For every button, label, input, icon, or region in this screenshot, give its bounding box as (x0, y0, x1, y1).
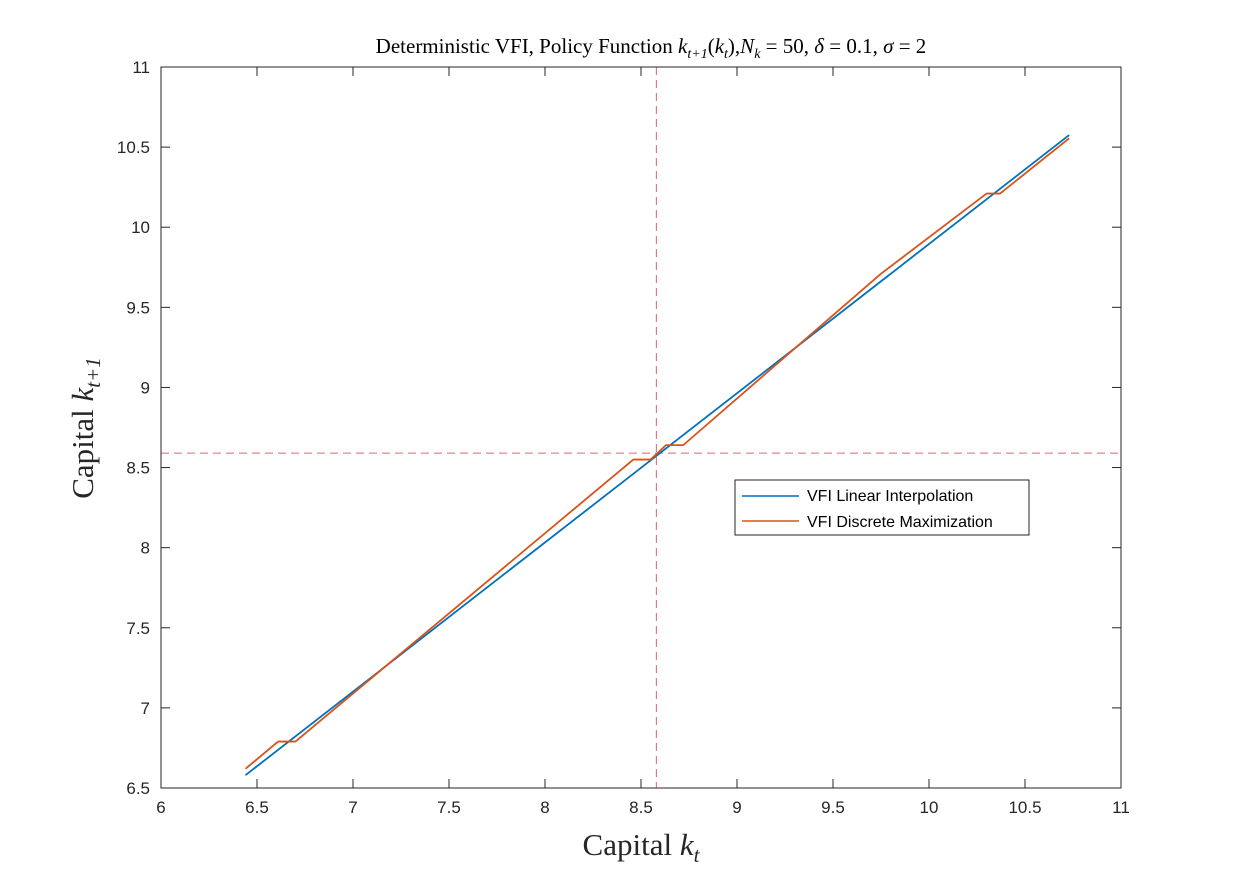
y-tick-label: 7.5 (126, 619, 150, 638)
x-axis-label: Capital kt (583, 827, 701, 867)
y-tick-label: 8 (141, 539, 150, 558)
legend-label-linear: VFI Linear Interpolation (807, 488, 973, 505)
x-tick-label: 8 (540, 798, 549, 817)
chart-title: Deterministic VFI, Policy Function kt+1(… (376, 34, 927, 62)
legend-label-discrete: VFI Discrete Maximization (807, 514, 993, 531)
y-tick-label: 6.5 (126, 779, 150, 798)
legend-box (734, 479, 1030, 536)
y-tick-label: 11 (132, 58, 150, 77)
x-tick-label: 10 (920, 798, 939, 817)
series-line-discrete-maximization (244, 137, 1070, 770)
y-tick-label: 9.5 (126, 298, 150, 317)
y-tick-label: 9 (141, 378, 150, 397)
x-tick-label: 9.5 (821, 798, 845, 817)
y-tick-label: 7 (141, 699, 150, 718)
x-tick-label: 11 (1112, 798, 1130, 817)
x-tick-label: 6 (156, 798, 165, 817)
series-lines (244, 134, 1070, 776)
y-tick-label: 10.5 (117, 138, 150, 157)
x-tick-label: 7.5 (437, 798, 461, 817)
x-tick-label: 8.5 (629, 798, 653, 817)
legend: VFI Linear Interpolation VFI Discrete Ma… (734, 479, 1030, 536)
plot-area (161, 67, 1121, 788)
y-axis-label: Capital kt+1 (65, 357, 105, 499)
y-tick-label: 8.5 (126, 459, 150, 478)
reference-lines (161, 67, 1121, 788)
x-tick-label: 10.5 (1008, 798, 1041, 817)
x-tick-label: 7 (348, 798, 357, 817)
y-tick-label: 10 (131, 218, 150, 237)
x-tick-label: 9 (732, 798, 741, 817)
x-tick-label: 6.5 (245, 798, 269, 817)
axis-ticks: 6 6.5 7 7.5 8 8.5 9 9.5 10 10.5 11 6.5 7 7.5 8 8.5 9 9.5 1… (117, 58, 1130, 817)
axes-box (160, 66, 1122, 789)
